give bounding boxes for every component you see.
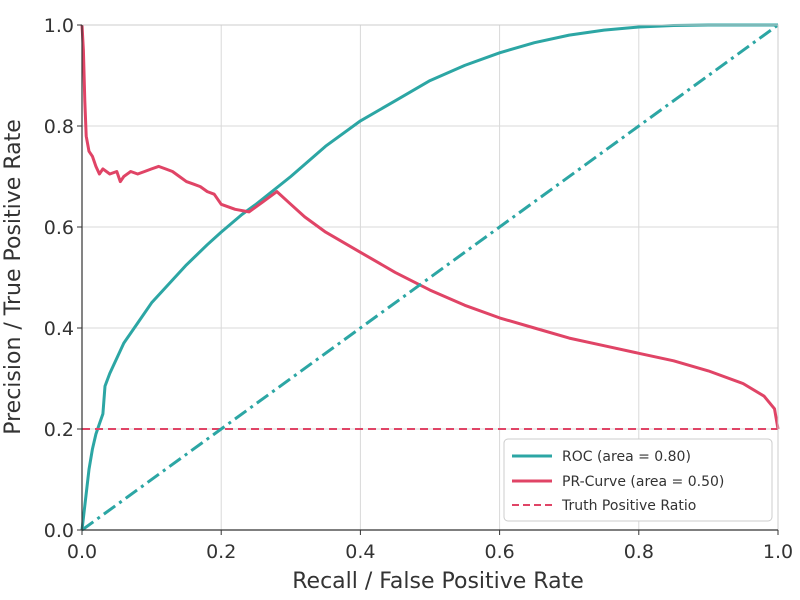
x-tick-label: 0.4 <box>345 541 375 563</box>
y-tick-label: 1.0 <box>44 15 74 37</box>
y-axis-label: Precision / True Positive Rate <box>1 119 26 435</box>
x-tick-label: 1.0 <box>763 541 793 563</box>
legend-box <box>503 438 773 522</box>
legend-label-truth: Truth Positive Ratio <box>561 498 696 514</box>
y-tick-label: 0.6 <box>44 217 74 239</box>
x-tick-label: 0.8 <box>624 541 654 563</box>
legend-label-roc: ROC (area = 0.80) <box>562 449 691 465</box>
plot-area <box>80 23 780 532</box>
x-tick-label: 0.2 <box>206 541 236 563</box>
y-tick-label: 0.8 <box>44 116 74 138</box>
legend-label-pr: PR-Curve (area = 0.50) <box>562 474 724 490</box>
diagonal-reference-line <box>81 23 779 532</box>
legend: ROC (area = 0.80) PR-Curve (area = 0.50)… <box>503 438 773 522</box>
y-tick-label: 0.2 <box>44 419 74 441</box>
x-axis-label: Recall / False Positive Rate <box>292 569 584 594</box>
axis-ticks: 0.0 0.2 0.4 0.6 0.8 1.0 0.0 0.2 0.4 0.6 0.8 1.0 <box>44 15 793 563</box>
pr-curve-line <box>80 24 780 430</box>
plot-frame <box>81 24 779 531</box>
y-tick-label: 0.0 <box>44 520 74 542</box>
y-tick-label: 0.4 <box>44 318 74 340</box>
x-tick-label: 0.6 <box>484 541 514 563</box>
roc-curve-line <box>80 23 778 531</box>
grid-lines <box>81 24 779 531</box>
x-tick-label: 0.0 <box>67 541 97 563</box>
